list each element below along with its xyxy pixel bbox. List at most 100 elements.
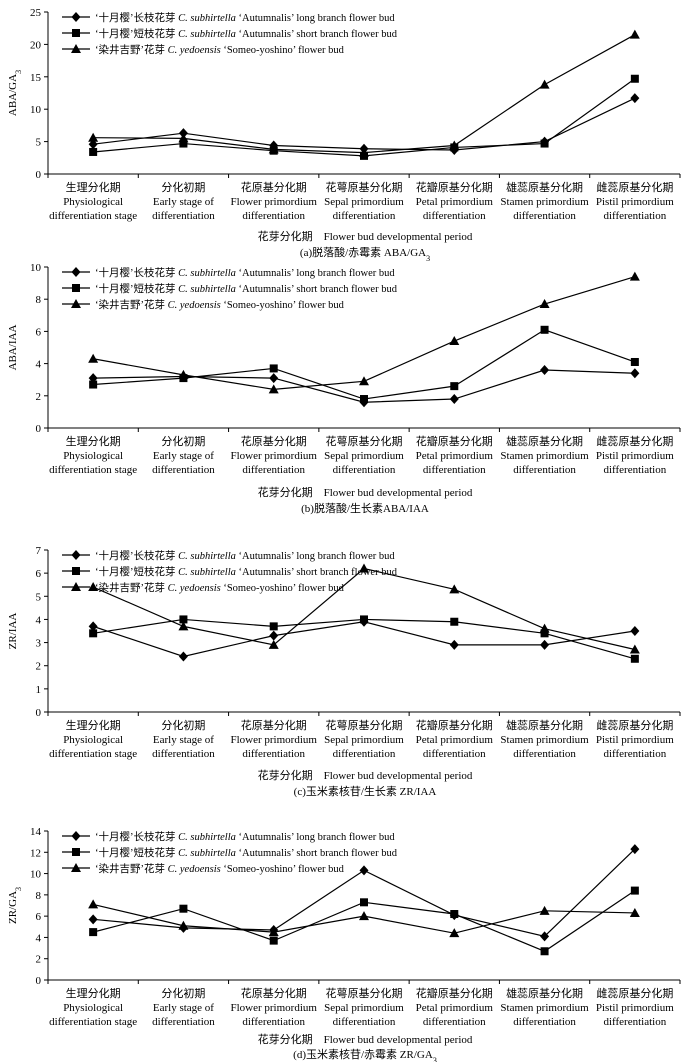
data-point	[359, 563, 369, 573]
category-label-zh: 花原基分化期	[241, 180, 307, 194]
data-point	[179, 615, 188, 624]
data-point	[178, 651, 188, 662]
category-label-en: Flower primordium	[230, 1002, 317, 1014]
category-label-en: Sepal primordium	[324, 196, 404, 208]
y-tick-label: 0	[36, 169, 42, 181]
category-label-zh: 生理分化期	[66, 434, 121, 448]
legend-marker	[72, 848, 80, 856]
category-label-en: differentiation	[513, 464, 576, 476]
y-tick-label: 6	[36, 326, 42, 338]
data-point	[630, 357, 639, 366]
category-label-zh: 花瓣原基分化期	[416, 986, 493, 1000]
legend-marker	[72, 567, 80, 575]
category-label-en: differentiation stage	[49, 1016, 137, 1028]
legend-marker	[71, 299, 81, 308]
category-label-zh: 分化初期	[161, 986, 205, 1000]
y-tick-label: 7	[36, 545, 42, 557]
category-label-en: differentiation	[242, 748, 305, 760]
series-line	[92, 567, 635, 651]
data-point	[449, 336, 460, 346]
data-point	[359, 865, 369, 876]
data-point	[630, 626, 640, 636]
data-point	[539, 299, 550, 309]
data-point	[630, 93, 640, 104]
y-tick-label: 4	[36, 359, 42, 371]
category-label-zh: 花瓣原基分化期	[416, 718, 493, 732]
y-tick-label: 12	[30, 847, 41, 859]
category-label-zh: 雌蕊原基分化期	[596, 986, 673, 1000]
series-line	[93, 329, 636, 400]
data-point	[360, 395, 368, 404]
legend-entry: ‘染井吉野’花芽 C. yedoensis ‘Someo-yoshino’ fl…	[95, 43, 345, 56]
data-point	[449, 140, 460, 150]
legend-marker	[72, 29, 80, 37]
y-tick-label: 0	[36, 423, 42, 435]
category-label-en: differentiation	[152, 210, 215, 222]
category-label-zh: 生理分化期	[66, 718, 121, 732]
series-line	[92, 621, 635, 658]
category-label-zh: 雌蕊原基分化期	[596, 434, 673, 448]
legend-entry: ‘十月樱’长枝花芽 C. subhirtella ‘Autumnalis’ lo…	[95, 549, 395, 562]
category-label-en: differentiation	[152, 1016, 215, 1028]
category-label-en: Stamen primordium	[500, 1002, 589, 1014]
category-label-en: differentiation	[603, 210, 666, 222]
category-label-en: differentiation stage	[49, 464, 137, 476]
data-point	[540, 365, 550, 376]
y-tick-label: 3	[36, 638, 42, 650]
data-point	[450, 910, 459, 919]
category-label-zh: 花萼原基分化期	[326, 718, 403, 732]
data-point	[450, 617, 459, 626]
chart-caption: (a)脱落酸/赤霉素 ABA/GA3	[300, 245, 430, 263]
data-point	[269, 630, 279, 641]
category-label-zh: 花瓣原基分化期	[416, 434, 493, 448]
data-point	[539, 623, 550, 633]
legend-entry: ‘十月樱’长枝花芽 C. subhirtella ‘Autumnalis’ lo…	[95, 11, 395, 24]
data-point	[630, 368, 640, 379]
category-label-en: Early stage of	[153, 734, 214, 746]
category-label-en: differentiation	[513, 210, 576, 222]
category-label-en: Physiological	[63, 450, 123, 462]
category-label-en: differentiation	[242, 210, 305, 222]
category-label-zh: 雌蕊原基分化期	[596, 718, 673, 732]
data-point	[449, 584, 460, 594]
category-label-zh: 分化初期	[161, 180, 205, 194]
data-point	[630, 886, 639, 895]
category-label-zh: 生理分化期	[66, 986, 121, 1000]
y-tick-label: 6	[36, 911, 42, 923]
legend-marker	[72, 284, 80, 292]
category-label-zh: 雄蕊原基分化期	[506, 718, 583, 732]
category-label-en: differentiation	[423, 210, 486, 222]
y-tick-label: 10	[30, 104, 42, 116]
data-point	[540, 931, 550, 942]
category-label-en: Physiological	[63, 734, 123, 746]
y-tick-label: 2	[36, 391, 42, 403]
category-label-en: differentiation	[152, 748, 215, 760]
y-tick-label: 0	[36, 975, 42, 987]
category-label-en: Physiological	[63, 1002, 123, 1014]
category-label-en: Early stage of	[153, 1002, 214, 1014]
data-point	[268, 144, 279, 154]
legend-marker	[71, 863, 81, 872]
data-point	[89, 629, 98, 638]
category-label-zh: 花瓣原基分化期	[416, 180, 493, 194]
category-label-en: differentiation	[242, 1016, 305, 1028]
data-point	[359, 911, 369, 921]
chart-caption: (c)玉米素核苷/生长素 ZR/IAA	[294, 784, 437, 798]
data-point	[359, 147, 369, 157]
category-label-en: differentiation stage	[49, 748, 137, 760]
y-tick-label: 4	[36, 932, 42, 944]
data-point	[268, 384, 279, 394]
y-axis-title: ABA/GA3	[7, 70, 23, 116]
data-point	[269, 622, 278, 631]
category-label-zh: 花萼原基分化期	[326, 180, 403, 194]
data-point	[540, 629, 549, 638]
data-point	[269, 936, 278, 945]
category-label-en: Early stage of	[153, 450, 214, 462]
data-point	[178, 920, 189, 930]
legend-entry: ‘十月樱’短枝花芽 C. subhirtella ‘Autumnalis’ sh…	[95, 27, 398, 40]
legend-marker	[71, 44, 81, 53]
category-label-zh: 雄蕊原基分化期	[506, 986, 583, 1000]
legend-entry: ‘十月樱’长枝花芽 C. subhirtella ‘Autumnalis’ lo…	[95, 830, 395, 843]
y-tick-label: 5	[36, 137, 42, 149]
